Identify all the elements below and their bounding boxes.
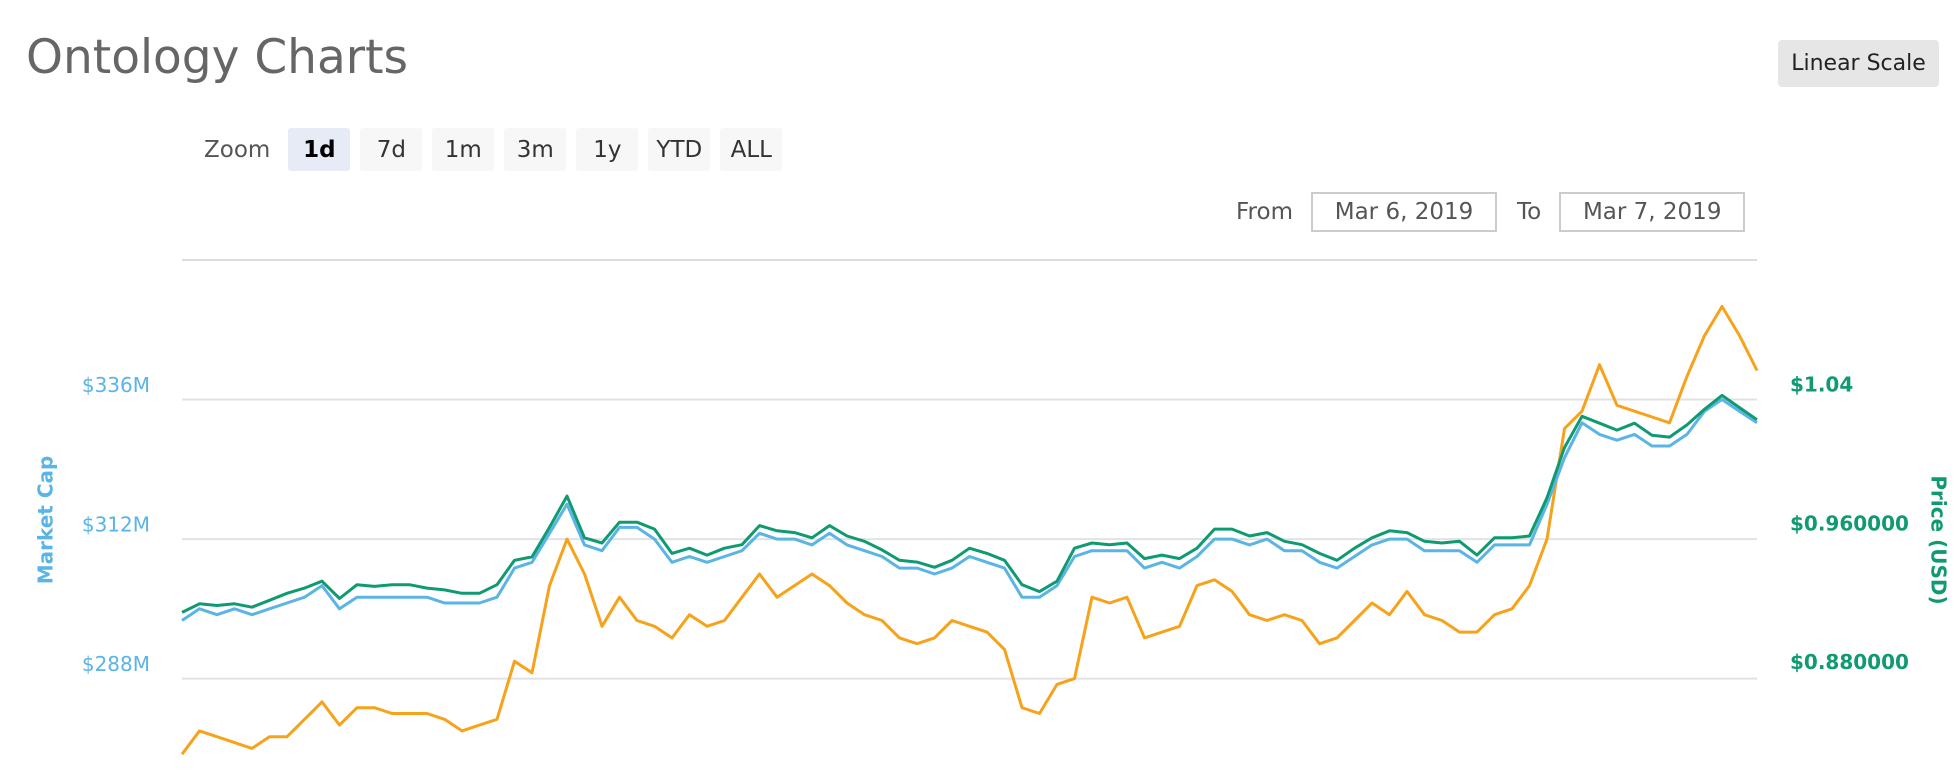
y2-axis-title: Price (USD) [1927, 475, 1951, 604]
zoom-button[interactable]: 1d [288, 128, 351, 171]
y2-tick-label: $0.960000 [1790, 511, 1909, 535]
y-axis-title: Market Cap [34, 456, 58, 585]
zoom-button[interactable]: YTD [648, 128, 711, 171]
series-line [181, 398, 1758, 622]
series-line [180, 305, 1759, 756]
y2-tick-label: $0.880000 [1790, 650, 1909, 674]
from-input[interactable]: Mar 6, 2019 [1310, 192, 1497, 232]
to-label: To [1516, 199, 1542, 225]
y2-tick-label: $1.04 [1790, 372, 1853, 396]
series-line [181, 393, 1758, 614]
zoom-button[interactable]: 3m [504, 128, 567, 171]
from-label: From [1236, 199, 1293, 225]
zoom-button[interactable]: 1m [432, 128, 495, 171]
page-title: Ontology Charts [26, 30, 409, 85]
zoom-button[interactable]: 1y [576, 128, 639, 171]
y-tick-label: $336M [82, 373, 150, 397]
y-tick-label: $312M [82, 513, 150, 537]
scale-button[interactable]: Linear Scale [1778, 40, 1939, 87]
zoom-bar: Zoom 1d 7d 1m 3m 1y YTD ALL [204, 128, 783, 171]
date-range: From Mar 6, 2019 To Mar 7, 2019 [1236, 192, 1765, 232]
zoom-label: Zoom [204, 136, 271, 163]
zoom-button[interactable]: 7d [360, 128, 423, 171]
to-input[interactable]: Mar 7, 2019 [1559, 192, 1746, 232]
zoom-button[interactable]: ALL [720, 128, 783, 171]
y-tick-label: $288M [82, 652, 150, 676]
